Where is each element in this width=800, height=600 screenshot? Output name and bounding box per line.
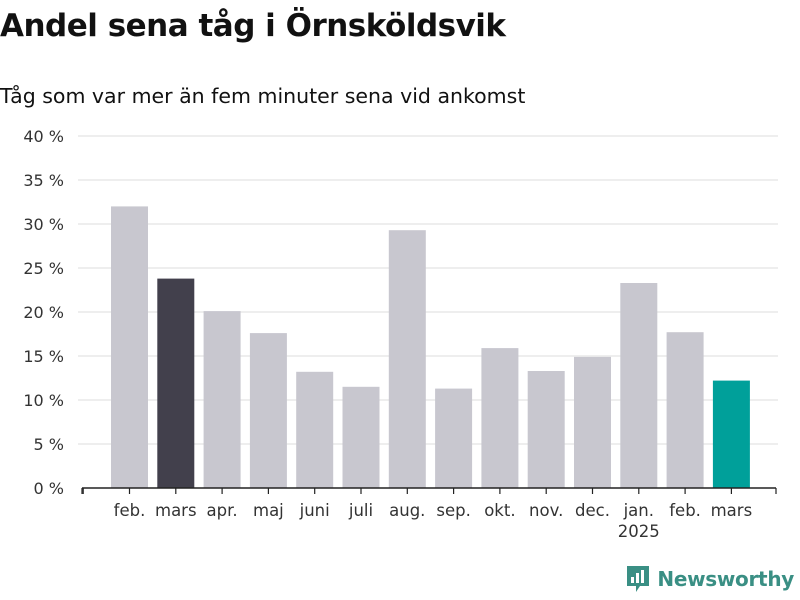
x-tick-label: juni [299,501,330,520]
bars [111,206,750,488]
x-tick-label: dec. [575,501,610,520]
chart-subtitle: Tåg som var mer än fem minuter sena vid … [0,84,526,108]
x-tick-label: aug. [389,501,425,520]
bar [620,283,658,488]
y-tick-label: 30 % [23,215,64,234]
y-tick-label: 20 % [23,303,64,322]
x-tick-label: mars [155,501,197,520]
chart-title: Andel sena tåg i Örnsköldsvik [0,8,506,44]
grid-lines [78,135,778,445]
x-tick-label: maj [253,501,284,520]
y-tick-label: 5 % [34,435,64,454]
y-tick-label: 10 % [23,391,64,410]
bar [435,388,473,488]
newsworthy-logo-text: Newsworthy [657,567,794,591]
x-axis-labels: feb. mars apr. maj juni juli aug. sep. okt. nov. d… [114,501,753,541]
x-tick-label: apr. [207,501,238,520]
bar [111,206,148,488]
y-tick-label: 25 % [23,259,64,278]
bar [481,348,519,488]
x-tick-label: sep. [436,501,470,520]
bar [203,311,241,488]
x-tick-label: okt. [484,501,515,520]
x-axis [81,487,777,494]
x-tick-label: juli [348,501,373,520]
bar [574,356,611,488]
bar [296,371,334,488]
bar [157,278,195,488]
y-tick-label: 15 % [23,347,64,366]
bar [388,230,426,488]
bar [712,380,750,488]
y-tick-label: 0 % [34,479,64,498]
bar [666,332,704,488]
bar [342,386,380,488]
newsworthy-logo: Newsworthy [625,564,794,594]
y-tick-label: 35 % [23,171,64,190]
x-tick-label: jan. [623,501,654,520]
x-tick-label: mars [711,501,753,520]
newsworthy-logo-icon [627,566,650,592]
y-tick-label: 40 % [23,127,64,146]
y-axis-ticks: 0 % 5 % 10 % 15 % 20 % 25 % 30 % 35 % 40 % [23,127,64,498]
x-tick-label: feb. [669,501,701,520]
x-tick-label: feb. [114,501,146,520]
bar [249,333,287,488]
x-tick-sublabel: 2025 [618,522,660,541]
bar [527,371,565,488]
x-tick-label: nov. [529,501,563,520]
